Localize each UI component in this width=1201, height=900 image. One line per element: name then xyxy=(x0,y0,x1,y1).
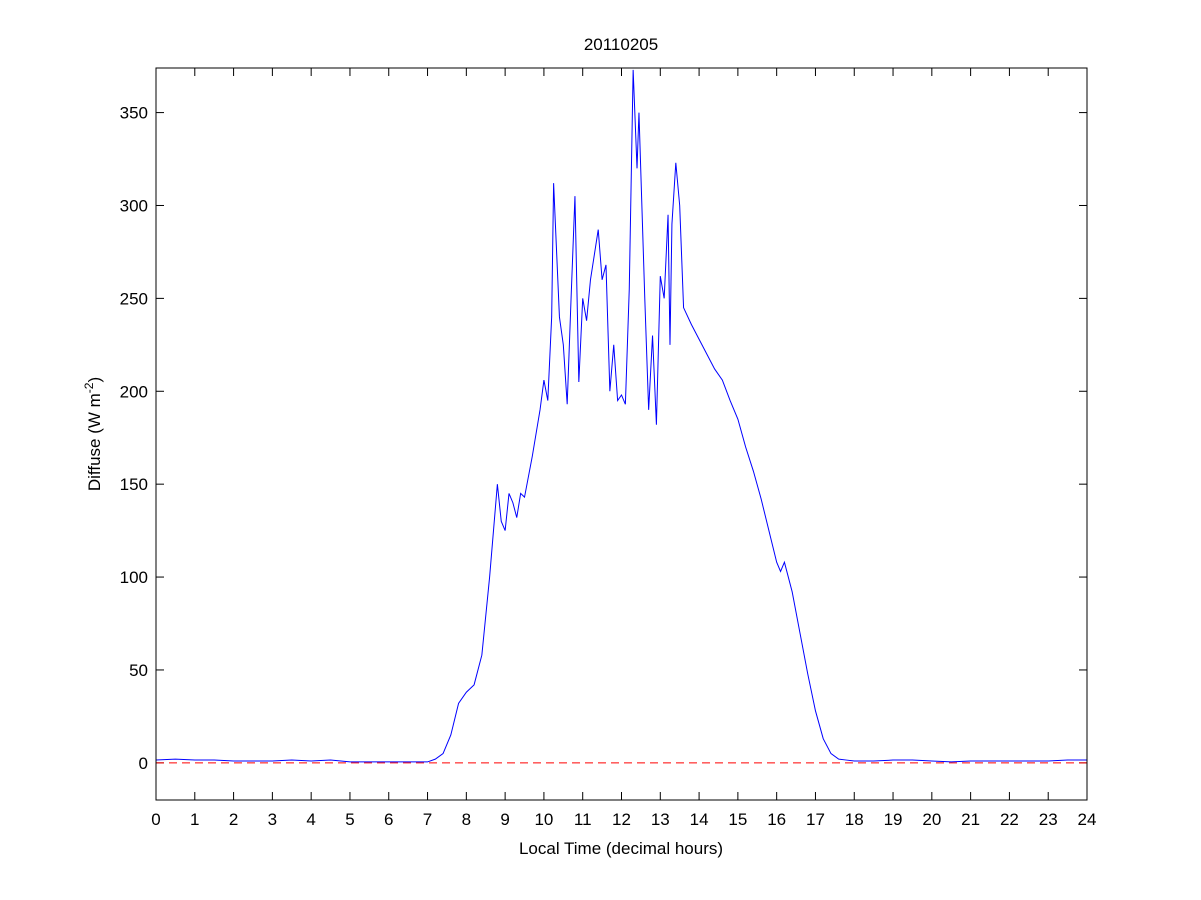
x-tick-label: 24 xyxy=(1078,810,1097,829)
x-tick-label: 1 xyxy=(190,810,199,829)
x-tick-label: 18 xyxy=(845,810,864,829)
x-tick-label: 6 xyxy=(384,810,393,829)
data-line xyxy=(155,69,1087,763)
x-tick-label: 10 xyxy=(534,810,553,829)
y-label-sup: -2 xyxy=(82,382,96,393)
y-tick-label: 200 xyxy=(120,382,148,401)
y-tick-label: 350 xyxy=(120,104,148,123)
y-tick-label: 0 xyxy=(139,754,148,773)
x-tick-label: 13 xyxy=(651,810,670,829)
y-tick-label: 150 xyxy=(120,475,148,494)
x-tick-label: 7 xyxy=(423,810,432,829)
y-axis-label: Diffuse (W m-2) xyxy=(82,377,104,491)
x-tick-label: 11 xyxy=(574,810,592,829)
x-tick-label: 22 xyxy=(1000,810,1019,829)
x-tick-label: 19 xyxy=(884,810,903,829)
x-tick-label: 14 xyxy=(690,810,709,829)
x-tick-label: 5 xyxy=(345,810,354,829)
x-axis-label: Local Time (decimal hours) xyxy=(519,839,723,858)
x-tick-label: 12 xyxy=(612,810,631,829)
x-tick-label: 17 xyxy=(806,810,825,829)
axes-box xyxy=(155,67,1088,801)
x-tick-label: 9 xyxy=(500,810,509,829)
x-tick-label: 2 xyxy=(229,810,238,829)
x-tick-label: 15 xyxy=(728,810,747,829)
y-tick-label: 50 xyxy=(129,661,148,680)
y-tick-label: 250 xyxy=(120,289,148,308)
x-tick-label: 8 xyxy=(462,810,471,829)
x-tick-label: 4 xyxy=(306,810,315,829)
y-tick-label: 300 xyxy=(120,196,148,215)
y-label-end: ) xyxy=(85,377,104,383)
x-tick-label: 20 xyxy=(922,810,941,829)
x-tick-label: 3 xyxy=(268,810,277,829)
x-tick-label: 16 xyxy=(767,810,786,829)
y-tick-label: 100 xyxy=(120,568,148,587)
x-tick-label: 21 xyxy=(961,810,980,829)
x-tick-label: 0 xyxy=(151,810,160,829)
chart-title: 20110205 xyxy=(584,35,658,54)
y-label-main: Diffuse (W m xyxy=(85,393,104,491)
x-tick-label: 23 xyxy=(1039,810,1058,829)
